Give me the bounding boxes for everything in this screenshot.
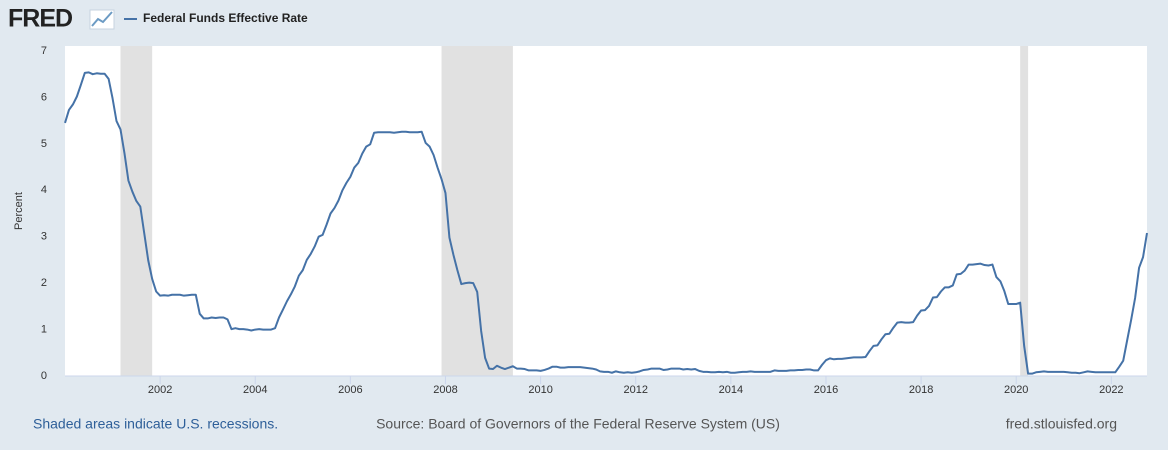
y-tick-label: 6 <box>41 91 47 103</box>
y-tick-label: 2 <box>41 277 47 289</box>
x-tick-label: 2006 <box>338 384 362 396</box>
logo: FRED <box>8 5 72 33</box>
source: Source: Board of Governors of the Federa… <box>376 416 780 432</box>
x-tick-label: 2004 <box>243 384 267 396</box>
y-axis-label: Percent <box>13 192 25 230</box>
x-tick-label: 2020 <box>1004 384 1028 396</box>
recession-note[interactable]: Shaded areas indicate U.S. recessions. <box>33 416 278 432</box>
recession-band <box>120 46 153 376</box>
series-line <box>64 71 1148 375</box>
x-tick-label: 2012 <box>623 384 647 396</box>
x-tick-label: 2014 <box>719 384 743 396</box>
y-tick-label: 3 <box>41 231 47 243</box>
x-tick-label: 2002 <box>148 384 172 396</box>
logo-icon <box>89 9 115 30</box>
x-tick-label: 2022 <box>1099 384 1123 396</box>
recession-band <box>441 46 513 376</box>
x-tick-label: 2016 <box>814 384 838 396</box>
y-tick-label: 4 <box>41 184 47 196</box>
legend-label: Federal Funds Effective Rate <box>143 11 308 25</box>
x-tick-label: 2010 <box>528 384 552 396</box>
plot-area <box>65 46 1147 376</box>
y-tick-label: 0 <box>41 370 47 382</box>
recession-band <box>1020 46 1029 376</box>
x-tick-label: 2018 <box>909 384 933 396</box>
x-tick-label: 2008 <box>433 384 457 396</box>
y-tick-label: 1 <box>41 323 47 335</box>
y-tick-label: 5 <box>41 138 47 150</box>
site-link[interactable]: fred.stlouisfed.org <box>1006 416 1117 432</box>
y-tick-label: 7 <box>41 45 47 57</box>
